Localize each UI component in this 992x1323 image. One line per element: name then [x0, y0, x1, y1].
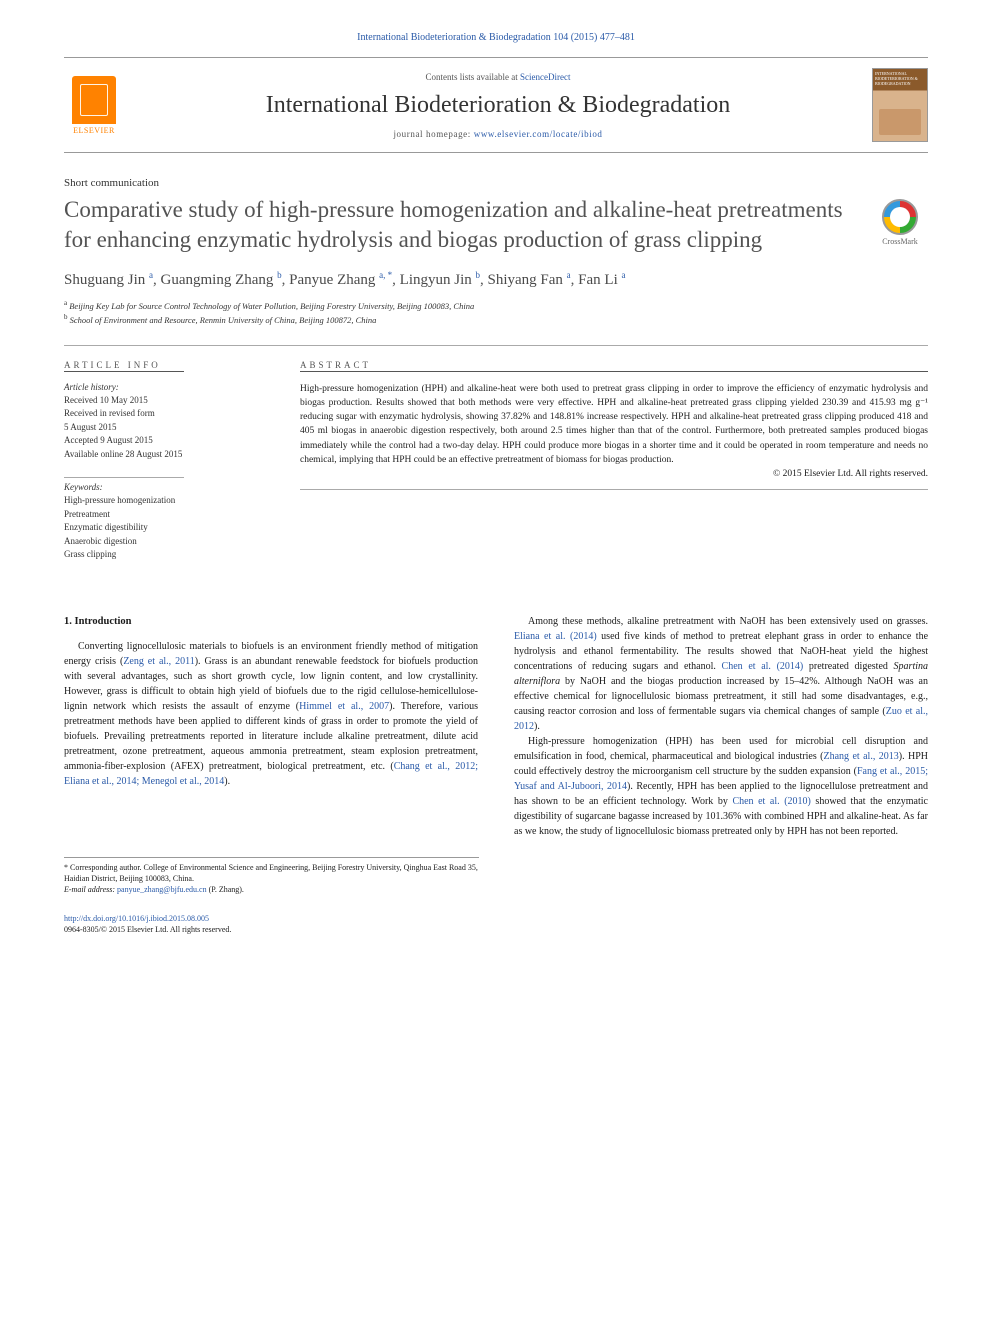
history-item: Available online 28 August 2015 [64, 448, 264, 462]
divider [64, 345, 928, 346]
keyword: Enzymatic digestibility [64, 521, 264, 535]
affiliation-b: School of Environment and Resource, Renm… [70, 315, 377, 325]
text-run: pretreated digested [803, 661, 893, 672]
authors-list: Shuguang Jin a, Guangming Zhang b, Panyu… [64, 269, 928, 292]
email-link[interactable]: panyue_zhang@bjfu.edu.cn [117, 885, 207, 894]
cover-thumb-text: INTERNATIONAL BIODETERIORATION & BIODEGR… [875, 71, 918, 86]
homepage-link[interactable]: www.elsevier.com/locate/ibiod [474, 129, 603, 139]
keyword: Grass clipping [64, 548, 264, 562]
text-run: Among these methods, alkaline pretreatme… [528, 616, 928, 627]
author-aff: a [622, 270, 626, 280]
doi-link[interactable]: http://dx.doi.org/10.1016/j.ibiod.2015.0… [64, 914, 209, 923]
paragraph: High-pressure homogenization (HPH) has b… [514, 734, 928, 839]
journal-title: International Biodeterioration & Biodegr… [144, 92, 852, 119]
article-type: Short communication [64, 177, 928, 189]
journal-citation: International Biodeterioration & Biodegr… [64, 32, 928, 43]
text-run: ). [534, 721, 540, 732]
body-column-right: Among these methods, alkaline pretreatme… [514, 614, 928, 839]
copyright: © 2015 Elsevier Ltd. All rights reserved… [300, 469, 928, 479]
masthead: ELSEVIER Contents lists available at Sci… [64, 57, 928, 153]
author-aff: a [567, 270, 571, 280]
abstract-bottom-rule [300, 489, 928, 490]
sciencedirect-link[interactable]: ScienceDirect [520, 72, 570, 82]
elsevier-text: ELSEVIER [73, 126, 115, 135]
author-aff: a [149, 270, 153, 280]
article-title: Comparative study of high-pressure homog… [64, 195, 848, 255]
homepage-prefix: journal homepage: [393, 129, 473, 139]
keywords-label: Keywords: [64, 482, 264, 492]
keyword: High-pressure homogenization [64, 494, 264, 508]
email-suffix: (P. Zhang). [207, 885, 244, 894]
keywords-rule [64, 477, 184, 478]
affiliations: a Beijing Key Lab for Source Control Tec… [64, 299, 928, 326]
journal-cover-thumb: INTERNATIONAL BIODETERIORATION & BIODEGR… [872, 68, 928, 142]
elsevier-tree-icon [72, 76, 116, 124]
contents-available: Contents lists available at ScienceDirec… [144, 72, 852, 82]
citation-link[interactable]: Chen et al. (2010) [732, 796, 810, 807]
author: Shuguang Jin [64, 272, 145, 288]
issn-copyright: 0964-8305/© 2015 Elsevier Ltd. All right… [64, 924, 928, 935]
paragraph: Converting lignocellulosic materials to … [64, 639, 478, 789]
article-info-sidebar: ARTICLE INFO Article history: Received 1… [64, 360, 264, 562]
footnotes: * Corresponding author. College of Envir… [64, 857, 479, 896]
citation-link[interactable]: Zhang et al., 2013 [824, 751, 899, 762]
corresponding-author-note: * Corresponding author. College of Envir… [64, 862, 479, 884]
affiliation-a: Beijing Key Lab for Source Control Techn… [69, 301, 474, 311]
abstract-header: ABSTRACT [300, 360, 928, 372]
contents-prefix: Contents lists available at [426, 72, 520, 82]
citation-link[interactable]: Eliana et al. (2014) [514, 631, 597, 642]
crossmark-label: CrossMark [882, 237, 918, 246]
homepage-line: journal homepage: www.elsevier.com/locat… [144, 129, 852, 139]
author: Lingyun Jin [400, 272, 472, 288]
paragraph: Among these methods, alkaline pretreatme… [514, 614, 928, 734]
author-aff: b [277, 270, 282, 280]
section-heading: 1. Introduction [64, 614, 478, 630]
abstract-text: High-pressure homogenization (HPH) and a… [300, 382, 928, 468]
crossmark-icon [882, 199, 918, 235]
history-item: Received in revised form [64, 407, 264, 421]
text-run: by NaOH and the biogas production increa… [514, 676, 928, 717]
text-run: ). [224, 776, 230, 787]
article-info-header: ARTICLE INFO [64, 360, 184, 372]
citation-link[interactable]: Himmel et al., 2007 [299, 701, 389, 712]
author: Guangming Zhang [161, 272, 274, 288]
author-aff: b [476, 270, 481, 280]
citation-link[interactable]: Zeng et al., 2011 [123, 656, 194, 667]
keyword: Anaerobic digestion [64, 535, 264, 549]
history-item: 5 August 2015 [64, 421, 264, 435]
author: Shiyang Fan [488, 272, 563, 288]
history-label: Article history: [64, 382, 264, 392]
keyword: Pretreatment [64, 508, 264, 522]
citation-link[interactable]: Chen et al. (2014) [722, 661, 804, 672]
author: Fan Li [578, 272, 618, 288]
author: Panyue Zhang [289, 272, 375, 288]
author-aff: a, * [379, 270, 392, 280]
email-label: E-mail address: [64, 885, 117, 894]
doi-block: http://dx.doi.org/10.1016/j.ibiod.2015.0… [64, 913, 928, 935]
crossmark-widget[interactable]: CrossMark [872, 199, 928, 246]
body-column-left: 1. Introduction Converting lignocellulos… [64, 614, 478, 839]
elsevier-logo: ELSEVIER [64, 70, 124, 140]
history-item: Received 10 May 2015 [64, 394, 264, 408]
history-item: Accepted 9 August 2015 [64, 434, 264, 448]
